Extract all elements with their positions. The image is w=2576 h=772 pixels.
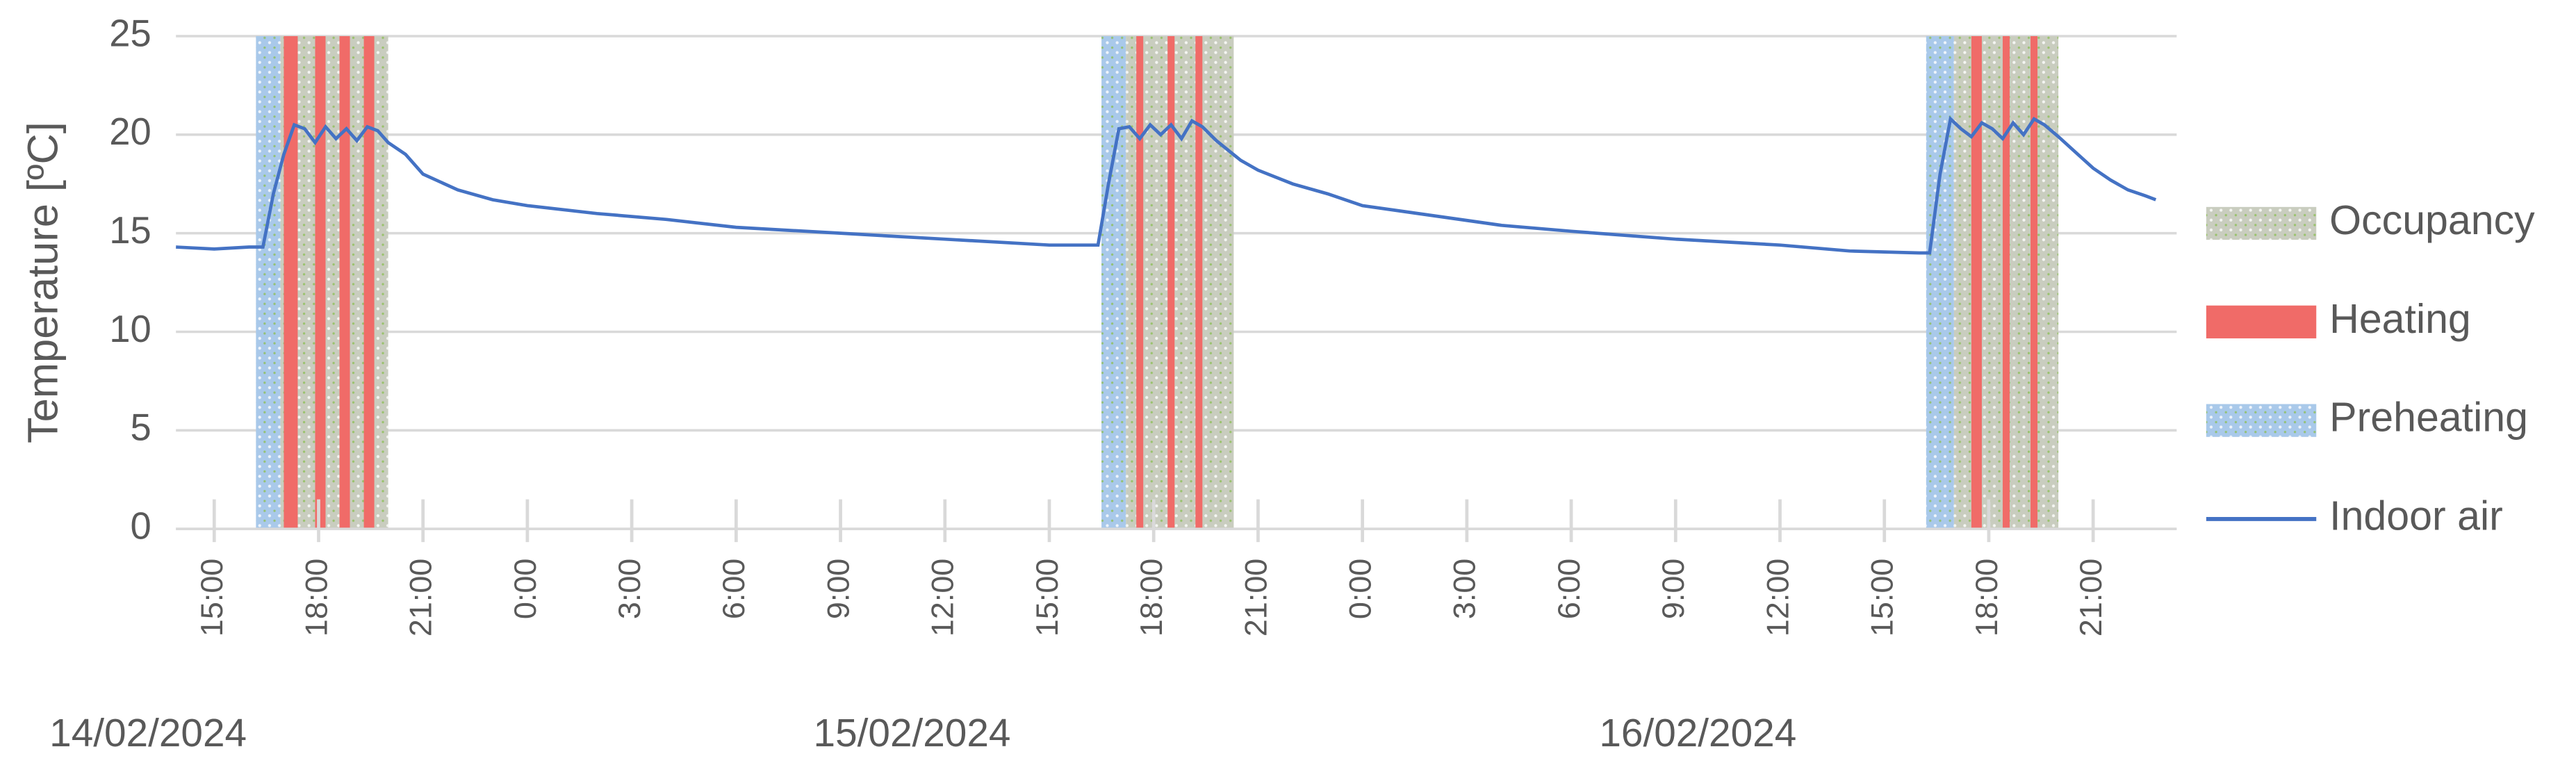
x-tick-label: 21:00	[2073, 559, 2108, 637]
y-tick-label: 5	[130, 406, 151, 449]
x-tick-label: 15:00	[1029, 559, 1065, 637]
x-tick-label: 6:00	[716, 559, 751, 619]
x-tick-label: 12:00	[1759, 559, 1795, 637]
y-tick-label: 0	[130, 505, 151, 548]
x-tick-label: 3:00	[1447, 559, 1482, 619]
band	[2031, 36, 2038, 529]
date-label: 16/02/2024	[1599, 712, 1796, 755]
band	[339, 36, 350, 529]
x-tick-label: 18:00	[1969, 559, 2004, 637]
y-tick-label: 10	[109, 308, 151, 350]
band	[1136, 36, 1144, 529]
legend-texture	[2206, 206, 2317, 240]
band	[1167, 36, 1175, 529]
legend-texture	[2206, 404, 2317, 437]
legend-label: Heating	[2329, 296, 2471, 342]
band	[363, 36, 375, 529]
x-tick-label: 0:00	[1343, 559, 1378, 619]
legend-swatch	[2206, 305, 2317, 338]
y-tick-label: 25	[109, 12, 151, 54]
band-texture	[1926, 36, 1954, 529]
x-tick-label: 3:00	[612, 559, 647, 619]
x-tick-label: 18:00	[298, 559, 334, 637]
x-tick-label: 15:00	[1864, 559, 1900, 637]
x-tick-label: 6:00	[1551, 559, 1586, 619]
x-tick-label: 21:00	[403, 559, 438, 637]
band	[284, 36, 298, 529]
legend-label: Occupancy	[2329, 197, 2535, 243]
legend-label: Indoor air	[2329, 493, 2503, 539]
band	[315, 36, 326, 529]
x-tick-label: 18:00	[1133, 559, 1169, 637]
x-tick-label: 9:00	[820, 559, 855, 619]
band-texture	[256, 36, 281, 529]
band	[2002, 36, 2010, 529]
x-tick-label: 21:00	[1238, 559, 1273, 637]
date-label: 14/02/2024	[49, 712, 247, 755]
date-label: 15/02/2024	[814, 712, 1011, 755]
line-series	[176, 115, 2157, 255]
band	[1195, 36, 1203, 529]
x-tick-label: 15:00	[194, 559, 229, 637]
band-texture	[1126, 36, 1234, 529]
y-axis-title: Temperature [ºC]	[19, 122, 67, 443]
x-tick-label: 12:00	[925, 559, 960, 637]
band	[1971, 36, 1982, 529]
band-texture	[1101, 36, 1126, 529]
legend-label: Preheating	[2329, 395, 2528, 441]
y-tick-label: 20	[109, 110, 151, 153]
x-tick-label: 0:00	[507, 559, 543, 619]
x-tick-label: 9:00	[1655, 559, 1691, 619]
y-tick-label: 15	[109, 209, 151, 252]
